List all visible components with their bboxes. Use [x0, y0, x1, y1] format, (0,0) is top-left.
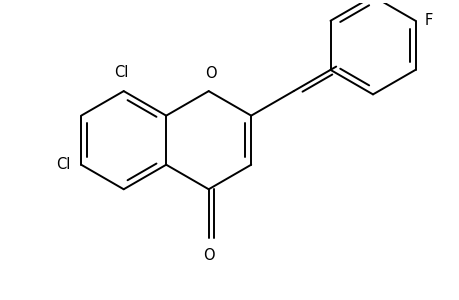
Text: O: O: [202, 248, 214, 263]
Text: Cl: Cl: [114, 65, 128, 80]
Text: Cl: Cl: [56, 157, 70, 172]
Text: F: F: [423, 13, 431, 28]
Text: O: O: [205, 66, 217, 81]
